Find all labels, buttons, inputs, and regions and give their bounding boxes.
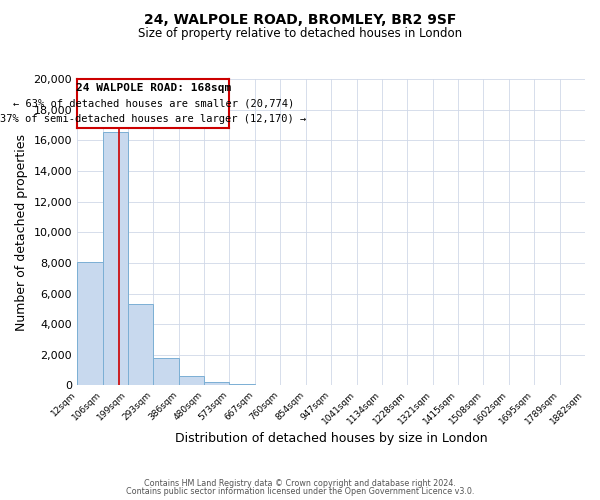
Text: Contains public sector information licensed under the Open Government Licence v3: Contains public sector information licen…: [126, 487, 474, 496]
Bar: [77, 262, 103, 386]
Bar: [229, 384, 255, 386]
Text: 24, WALPOLE ROAD, BROMLEY, BR2 9SF: 24, WALPOLE ROAD, BROMLEY, BR2 9SF: [144, 12, 456, 26]
Bar: [128, 304, 154, 386]
Text: Size of property relative to detached houses in London: Size of property relative to detached ho…: [138, 28, 462, 40]
Bar: [204, 382, 229, 386]
Bar: [154, 358, 179, 386]
X-axis label: Distribution of detached houses by size in London: Distribution of detached houses by size …: [175, 432, 487, 445]
Y-axis label: Number of detached properties: Number of detached properties: [15, 134, 28, 330]
Text: Contains HM Land Registry data © Crown copyright and database right 2024.: Contains HM Land Registry data © Crown c…: [144, 478, 456, 488]
Bar: [179, 376, 204, 386]
Bar: [255, 384, 280, 386]
Bar: [103, 132, 128, 386]
